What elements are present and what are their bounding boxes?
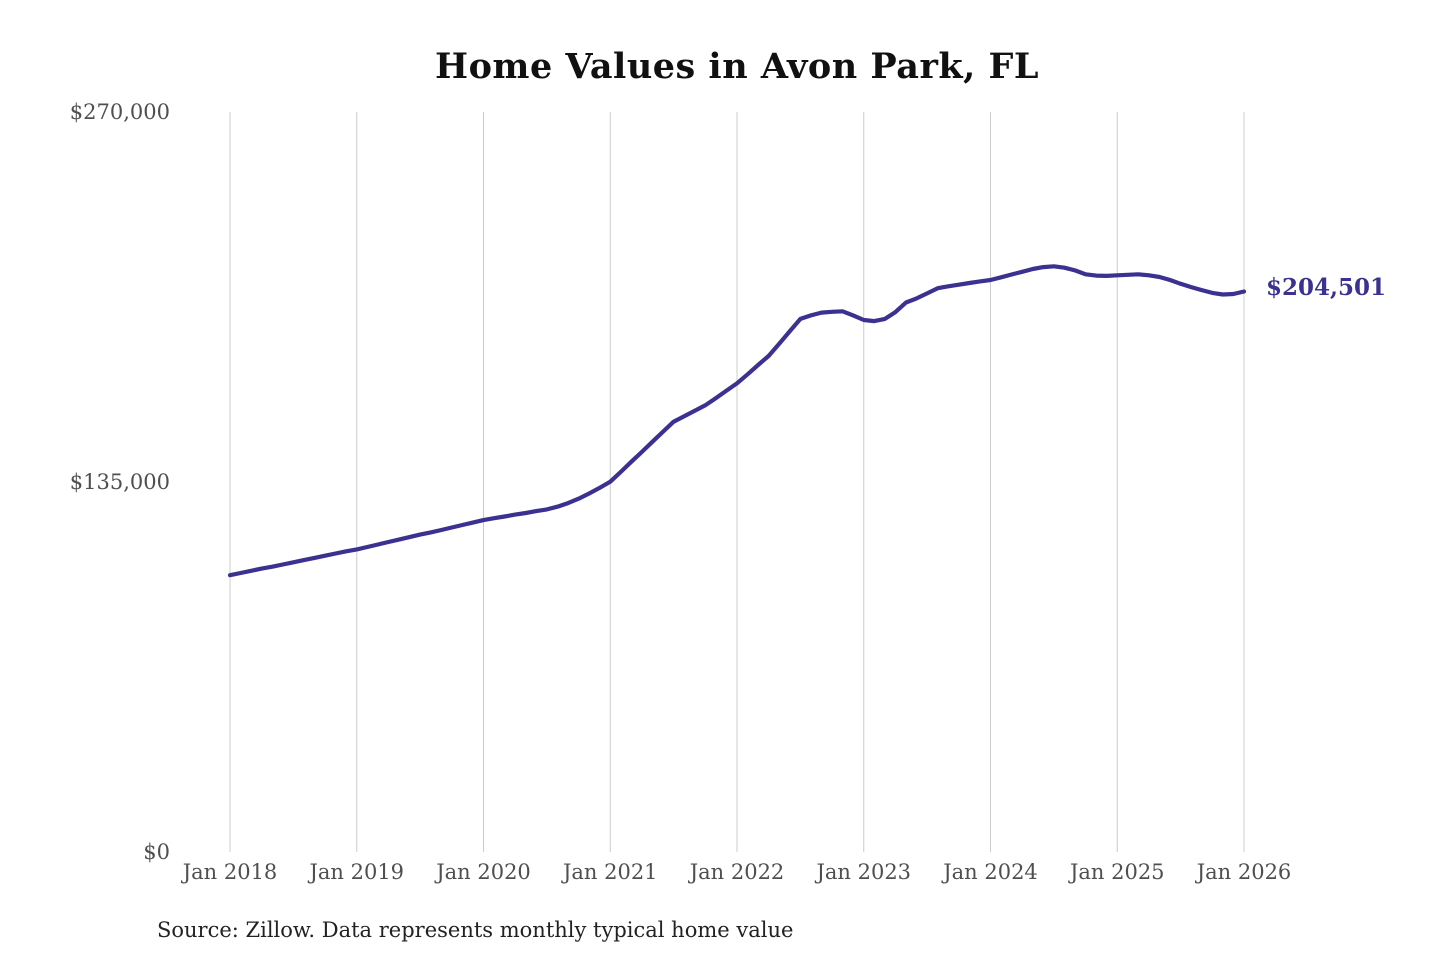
y-axis-tick-label: $270,000 — [70, 100, 170, 124]
source-note: Source: Zillow. Data represents monthly … — [157, 918, 794, 942]
x-axis-tick-label: Jan 2026 — [1195, 860, 1292, 884]
x-axis-tick-label: Jan 2018 — [181, 860, 278, 884]
y-axis-tick-label: $0 — [143, 840, 170, 864]
x-axis-tick-label: Jan 2023 — [814, 860, 911, 884]
chart-title: Home Values in Avon Park, FL — [435, 46, 1039, 87]
y-axis-tick-label: $135,000 — [70, 470, 170, 494]
x-axis-tick-label: Jan 2019 — [307, 860, 404, 884]
x-axis-tick-label: Jan 2024 — [941, 860, 1038, 884]
x-axis-tick-label: Jan 2020 — [434, 860, 531, 884]
x-axis-tick-label: Jan 2025 — [1068, 860, 1165, 884]
latest-value-label: $204,501 — [1266, 273, 1387, 301]
gridlines — [229, 112, 1245, 852]
y-axis-tick-labels: $0 $135,000 $270,000 — [70, 100, 170, 864]
x-axis-tick-label: Jan 2022 — [688, 860, 785, 884]
x-axis-tick-labels: Jan 2018 Jan 2019 Jan 2020 Jan 2021 Jan 2022… — [181, 860, 1292, 884]
home-value-line — [227, 264, 1247, 578]
x-axis-tick-label: Jan 2021 — [561, 860, 658, 884]
